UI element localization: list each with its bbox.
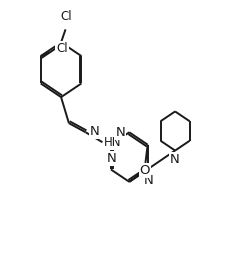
Text: Cl: Cl [56, 42, 68, 55]
Text: O: O [140, 164, 150, 177]
Text: N: N [90, 125, 99, 138]
Text: N: N [115, 126, 125, 139]
Text: N: N [170, 153, 180, 166]
Text: N: N [106, 152, 116, 165]
Text: HN: HN [104, 136, 121, 149]
Text: N: N [144, 174, 153, 187]
Text: Cl: Cl [61, 10, 72, 23]
